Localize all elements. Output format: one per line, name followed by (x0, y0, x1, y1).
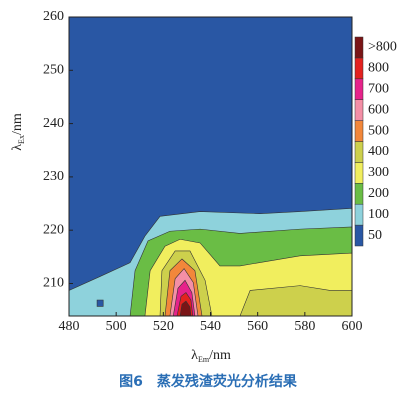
colorbar-label: 600 (368, 102, 389, 117)
colorbar-label: >800 (368, 40, 397, 55)
colorbar-swatch (354, 183, 364, 205)
colorbar-swatch (354, 162, 364, 184)
y-label-unit: /nm (10, 113, 25, 135)
y-tick-label: 220 (43, 222, 64, 237)
x-label-symbol: λ (191, 348, 198, 363)
chart-title: 图6 蒸发残渣荧光分析结果 (119, 373, 298, 390)
y-label-symbol: λ (10, 144, 25, 151)
colorbar-label: 50 (368, 228, 382, 243)
x-tick-label: 500 (106, 319, 127, 334)
colorbar-label: 500 (368, 123, 389, 138)
y-axis-label: λEx/nm (10, 113, 26, 151)
colorbar-swatch (354, 120, 364, 142)
colorbar-swatch (354, 57, 364, 80)
y-tick-label: 210 (43, 276, 64, 291)
plot-area (68, 17, 353, 317)
colorbar-label: 200 (368, 186, 389, 201)
colorbar-label: 300 (368, 165, 389, 180)
contour-region (239, 285, 353, 317)
colorbar-swatch (354, 36, 364, 59)
colorbar-swatch (354, 141, 364, 163)
colorbar-label: 100 (368, 207, 389, 222)
x-label-sub: Em (198, 355, 210, 364)
x-tick-label: 580 (294, 319, 315, 334)
y-tick-label: 240 (43, 116, 64, 131)
contour-region (96, 299, 104, 307)
colorbar-swatch (354, 203, 364, 226)
x-tick-label: 600 (342, 319, 363, 334)
y-label-sub: Ex (17, 135, 26, 144)
y-tick-label: 250 (43, 63, 64, 78)
y-tick-label: 260 (43, 9, 64, 24)
x-label-unit: /nm (209, 348, 231, 363)
colorbar-swatch (354, 99, 364, 121)
x-tick-label: 520 (153, 319, 174, 334)
x-tick-label: 480 (59, 319, 80, 334)
x-axis-label: λEm/nm (191, 348, 231, 364)
x-tick-label: 560 (247, 319, 268, 334)
colorbar-label: 400 (368, 144, 389, 159)
y-tick-label: 230 (43, 169, 64, 184)
colorbar-swatch (354, 78, 364, 100)
colorbar-swatch (354, 224, 364, 247)
colorbar-label: 800 (368, 61, 389, 76)
colorbar-label: 700 (368, 81, 389, 96)
x-tick-label: 540 (200, 319, 221, 334)
